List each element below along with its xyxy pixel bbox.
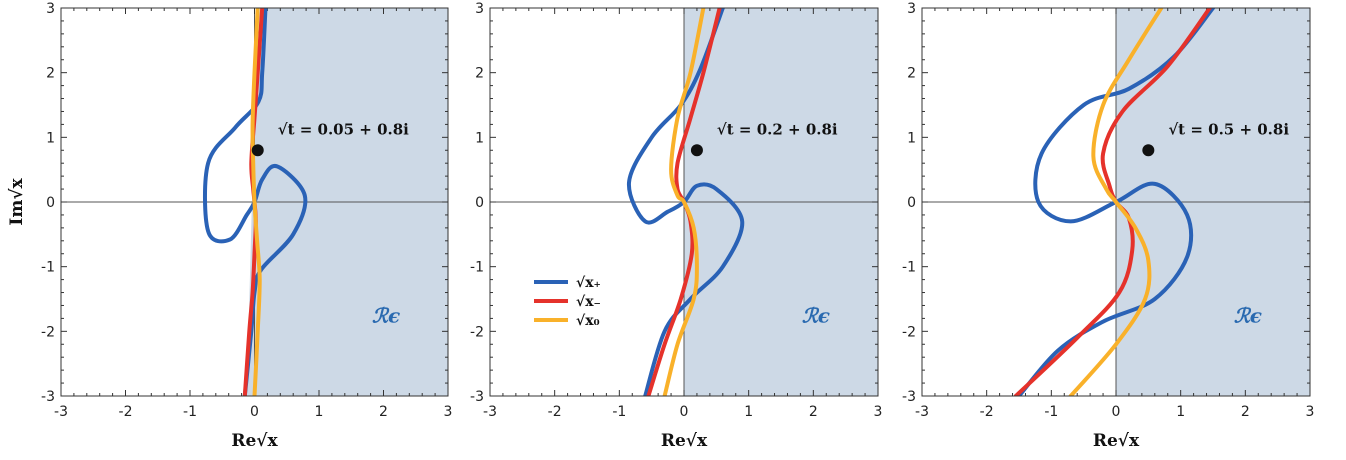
- sqrt-t-point: [690, 144, 703, 157]
- sqrt-t-annotation: √t = 0.5 + 0.8i: [1168, 120, 1289, 138]
- series-x-zero: [250, 8, 262, 396]
- region-label: ℛϵ: [372, 303, 400, 327]
- y-tick-label: 2: [475, 66, 484, 82]
- x-tick-label: -2: [119, 404, 133, 420]
- y-tick-label: -1: [902, 260, 916, 276]
- y-tick-label: 3: [46, 1, 55, 17]
- chart-panel-3: -3-3 -2 -2 -1 -1 0 0 1 1 2 2 3 3 √t = 0.5 + 0.8i ℛϵ Re√…: [902, 1, 1314, 451]
- x-tick-label: -2: [548, 404, 562, 420]
- x-tick-label: -3: [483, 404, 497, 420]
- x-tick-label: 3: [1306, 404, 1315, 420]
- y-tick-label: 1: [475, 130, 484, 146]
- y-tick-label: 1: [46, 130, 55, 146]
- sqrt-t-annotation: √t = 0.2 + 0.8i: [717, 120, 838, 138]
- y-tick-label: -2: [902, 324, 916, 340]
- x-tick-label: 1: [744, 404, 753, 420]
- y-tick-label: 0: [475, 195, 484, 211]
- x-tick-label: -1: [612, 404, 626, 420]
- x-tick-label: 3: [444, 404, 453, 420]
- plot-frame: [921, 7, 1311, 397]
- region-label: ℛϵ: [802, 303, 830, 327]
- chart-panel-1: -3-3 -2 -2 -1 -1 0 0 1 1 2 2 3 3 √t = 0.05 + 0.8i ℛϵ Re…: [41, 1, 452, 451]
- x-tick-label: -1: [1044, 404, 1058, 420]
- sqrt-t-point: [1142, 144, 1155, 157]
- x-axis-title: Re√x: [1093, 431, 1140, 451]
- x-tick-label: 2: [1241, 404, 1250, 420]
- y-tick-label: 2: [907, 66, 916, 82]
- x-tick-label: 0: [250, 404, 259, 420]
- x-tick-label: 2: [379, 404, 388, 420]
- y-tick-label: -3: [41, 389, 55, 405]
- y-tick-label: 3: [475, 1, 484, 17]
- series-x-zero: [662, 8, 706, 396]
- curves: [1013, 8, 1215, 396]
- x-tick-label: 1: [1176, 404, 1185, 420]
- y-tick-label: 1: [907, 130, 916, 146]
- y-tick-label: 0: [907, 195, 916, 211]
- x-tick-label: 0: [680, 404, 689, 420]
- chart-panel-2: -3-3 -2 -2 -1 -1 0 0 1 1 2 2 3 3 √t = 0.2 + 0.8i ℛϵ Re√…: [470, 1, 882, 451]
- series-x-zero: [1068, 8, 1164, 396]
- x-tick-label: 1: [315, 404, 324, 420]
- sqrt-t-annotation: √t = 0.05 + 0.8i: [278, 120, 409, 138]
- curves: [202, 8, 308, 396]
- y-tick-label: -3: [902, 389, 916, 405]
- curves: [626, 8, 745, 396]
- x-tick-label: -3: [54, 404, 68, 420]
- x-axis-title: Re√x: [231, 431, 278, 451]
- legend-label-x-zero: √x₀: [576, 313, 600, 329]
- legend: √x₊ √x₋ √x₀: [534, 275, 601, 329]
- legend-label-x-plus: √x₊: [576, 275, 601, 291]
- x-tick-label: -3: [915, 404, 929, 420]
- y-tick-label: 3: [907, 1, 916, 17]
- x-axis-title: Re√x: [661, 431, 708, 451]
- y-tick-label: -2: [41, 324, 55, 340]
- x-tick-label: 2: [809, 404, 818, 420]
- y-tick-label: -1: [470, 260, 484, 276]
- y-axis-title: Im√x: [7, 178, 27, 226]
- region-label: ℛϵ: [1234, 303, 1262, 327]
- x-tick-label: 3: [874, 404, 883, 420]
- y-tick-label: -2: [470, 324, 484, 340]
- plot-frame: [60, 7, 449, 397]
- x-tick-label: -2: [980, 404, 994, 420]
- y-tick-label: -3: [470, 389, 484, 405]
- legend-label-x-minus: √x₋: [576, 294, 601, 310]
- x-tick-label: 0: [1112, 404, 1121, 420]
- sqrt-t-point: [251, 144, 264, 157]
- y-tick-label: 2: [46, 66, 55, 82]
- x-tick-label: -1: [183, 404, 197, 420]
- plot-frame: [489, 7, 879, 397]
- y-tick-label: -1: [41, 260, 55, 276]
- y-tick-label: 0: [46, 195, 55, 211]
